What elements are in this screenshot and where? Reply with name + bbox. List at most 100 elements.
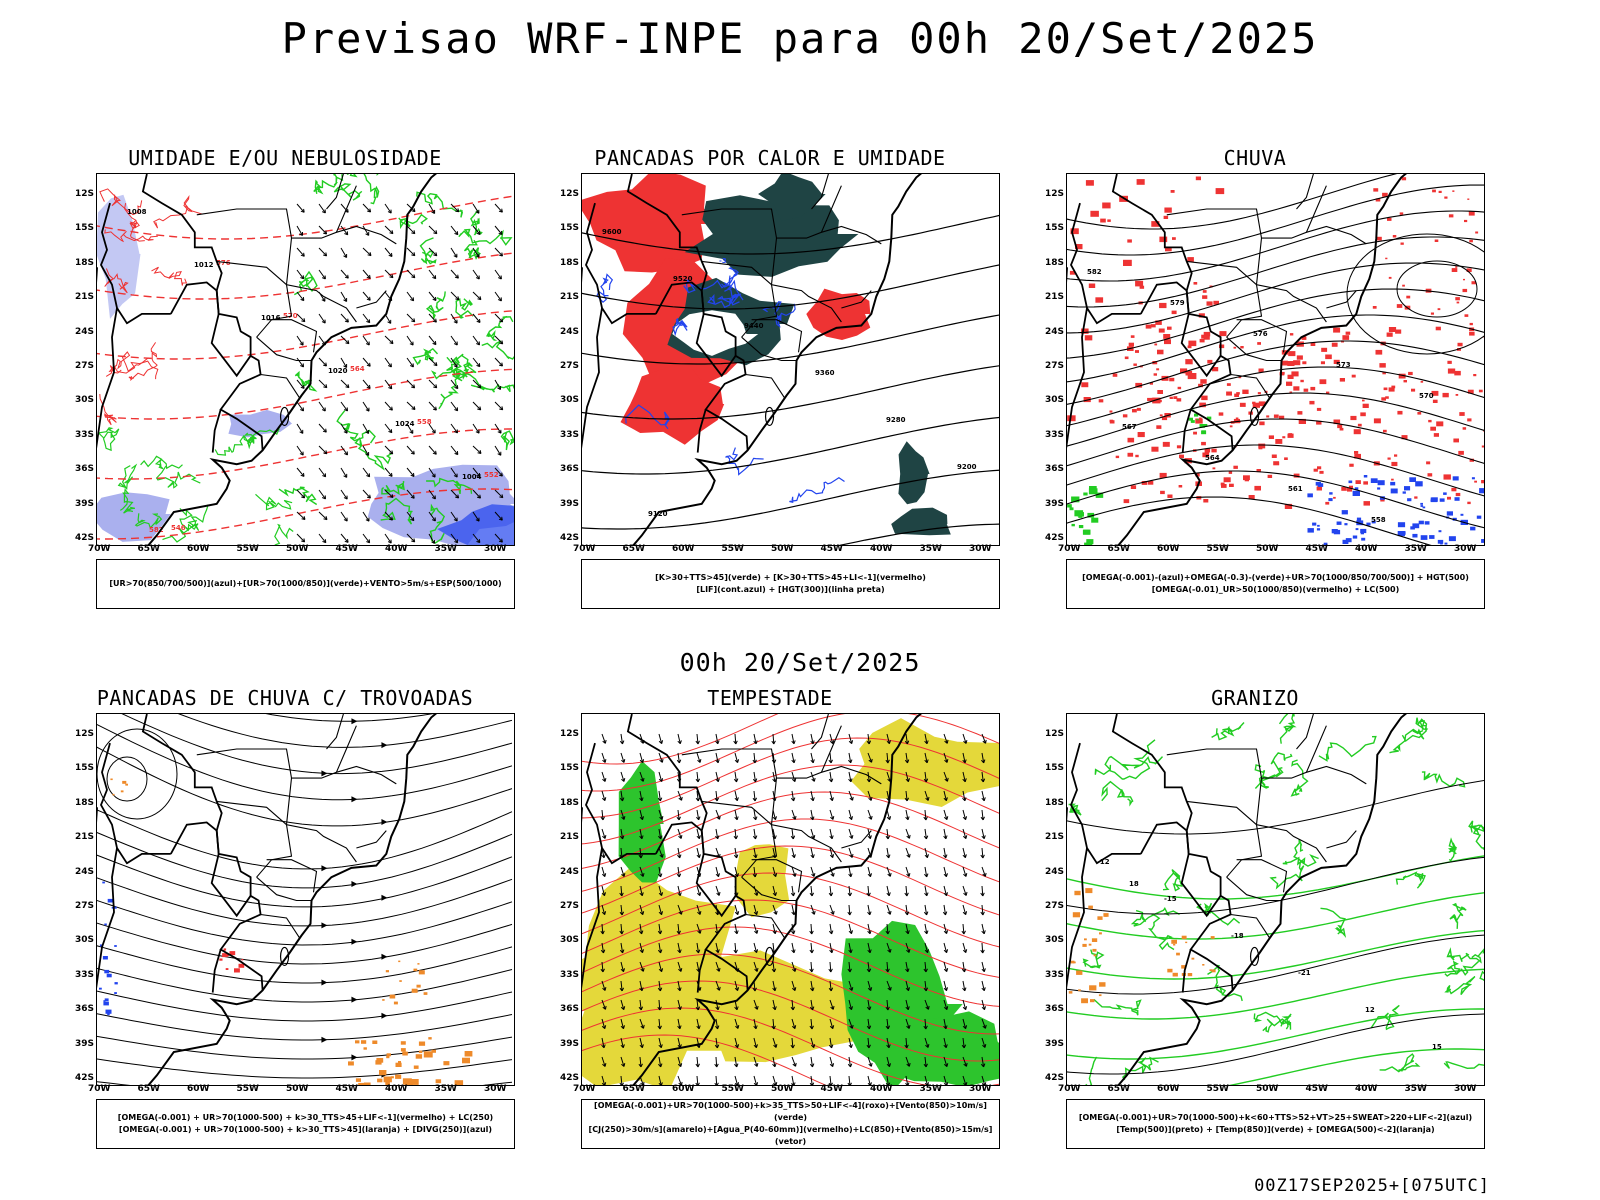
map-pancadas-calor: 9600 9520 9440 9360 9280 9200 9120 -3: [581, 173, 1000, 546]
lat-tick-label: 33S: [560, 429, 580, 440]
map-canvas: [582, 714, 999, 1085]
lat-tick-label: 36S: [1045, 464, 1065, 475]
lon-tick-label: 45W: [1305, 544, 1328, 554]
lat-tick-label: 30S: [75, 935, 95, 946]
lat-tick-label: 36S: [75, 1004, 95, 1015]
legend-line: [OMEGA(-0.001) + UR>70(1000-500) + k>30_…: [117, 1113, 494, 1122]
svg-text:552: 552: [484, 471, 499, 479]
lon-tick-label: 30W: [1454, 544, 1477, 554]
svg-text:1016: 1016: [261, 314, 281, 322]
legend-line: [Temp(500)](preto) + [Temp(850)](verde) …: [1116, 1125, 1435, 1134]
panel-title: GRANIZO: [1211, 686, 1299, 710]
lat-tick-label: 12S: [1045, 189, 1065, 199]
lat-tick-label: 39S: [560, 498, 580, 509]
lon-tick-label: 70W: [573, 544, 596, 554]
legend-box: [OMEGA(-0.001)+UR>70(1000-500)+k<60+TTS>…: [1066, 1099, 1485, 1149]
lon-tick-label: 30W: [484, 544, 507, 554]
lat-tick-label: 30S: [1045, 935, 1065, 946]
lon-tick-label: 55W: [1206, 544, 1229, 554]
lat-tick-label: 42S: [1045, 1073, 1065, 1083]
panel-tempestade: TEMPESTADE 12S 15S 18S 21S 24S 27S 30S 33S 36S 39S…: [540, 686, 1000, 1166]
svg-text:12: 12: [1365, 1006, 1375, 1014]
lat-tick-label: 42S: [1045, 533, 1065, 543]
lat-tick-label: 39S: [560, 1038, 580, 1049]
svg-text:9520: 9520: [673, 275, 693, 283]
lat-tick-label: 12S: [1045, 729, 1065, 739]
legend-box: [OMEGA(-0.001)-(azul)+OMEGA(-0.3)-(verde…: [1066, 559, 1485, 609]
panel-granizo: GRANIZO -12 -15 -18 -21 12 15 18 12S 15S 18S 21S 24S…: [1025, 686, 1485, 1166]
lat-tick-label: 21S: [75, 292, 95, 303]
svg-text:561: 561: [1288, 485, 1303, 493]
svg-text:1012: 1012: [194, 261, 214, 269]
svg-text:-18: -18: [1231, 932, 1244, 940]
lat-tick-label: 18S: [560, 257, 580, 268]
lon-tick-label: 35W: [919, 1084, 942, 1094]
lon-tick-label: 30W: [484, 1084, 507, 1094]
svg-text:558: 558: [417, 418, 432, 426]
panel-title: CHUVA: [1223, 146, 1287, 170]
lat-tick-label: 24S: [560, 326, 580, 337]
lat-tick-label: 12S: [560, 729, 580, 739]
lat-tick-label: 18S: [75, 797, 95, 808]
lon-tick-label: 35W: [919, 544, 942, 554]
map-canvas: 1008101210161020102410045825765705645585…: [97, 174, 514, 545]
svg-text:18: 18: [1129, 880, 1139, 888]
run-timestamp: 00Z17SEP2025+[075UTC]: [1254, 1176, 1490, 1196]
svg-text:576: 576: [1253, 330, 1268, 338]
panel-pancadas-calor: PANCADAS POR CALOR E UMIDADE 9600 9520 9440…: [540, 146, 1000, 626]
lat-tick-label: 27S: [75, 361, 95, 371]
lat-tick-label: 15S: [75, 223, 95, 234]
map-granizo: -12 -15 -18 -21 12 15 18: [1066, 713, 1485, 1086]
panel-title: UMIDADE E/OU NEBULOSIDADE: [128, 146, 442, 170]
lat-tick-label: 36S: [1045, 1004, 1065, 1015]
lat-tick-label: 18S: [1045, 797, 1065, 808]
lon-tick-label: 50W: [286, 544, 309, 554]
lat-tick-label: 33S: [75, 429, 95, 440]
lon-tick-label: 65W: [622, 1084, 645, 1094]
legend-line: [CJ(250)>30m/s](amarelo)+[Agua_P(40-60mm…: [588, 1125, 993, 1146]
svg-text:1008: 1008: [127, 208, 147, 216]
lat-tick-label: 18S: [560, 797, 580, 808]
lat-tick-label: 24S: [560, 866, 580, 877]
lon-tick-label: 35W: [1404, 1084, 1427, 1094]
svg-text:9280: 9280: [886, 416, 906, 424]
lon-tick-label: 70W: [88, 1084, 111, 1094]
svg-text:9200: 9200: [957, 463, 977, 471]
lat-tick-label: 42S: [75, 1073, 95, 1083]
lat-tick-label: 21S: [560, 292, 580, 303]
lat-tick-label: 30S: [75, 395, 95, 406]
legend-line: [OMEGA(-0.001)+UR>70(1000-500)+k>35_TTS>…: [594, 1101, 987, 1122]
map-canvas: [97, 714, 513, 1085]
lat-tick-label: 33S: [1045, 969, 1065, 980]
lat-tick-label: 21S: [560, 832, 580, 843]
lat-tick-label: 15S: [75, 763, 95, 774]
map-pancadas-trovoadas: [96, 713, 515, 1086]
lat-tick-label: 42S: [75, 533, 95, 543]
svg-text:1024: 1024: [395, 420, 415, 428]
lat-tick-label: 24S: [75, 866, 95, 877]
lat-tick-label: 24S: [1045, 326, 1065, 337]
legend-box: [UR>70(850/700/500)](azul)+[UR>70(1000/8…: [96, 559, 515, 609]
lon-tick-label: 60W: [187, 1084, 210, 1094]
legend-box: [OMEGA(-0.001)+UR>70(1000-500)+k>35_TTS>…: [581, 1099, 1000, 1149]
lat-tick-label: 39S: [1045, 498, 1065, 509]
legend-line: [OMEGA(-0.001)-(azul)+OMEGA(-0.3)-(verde…: [1082, 573, 1469, 582]
lat-tick-label: 39S: [75, 1038, 95, 1049]
svg-text:-21: -21: [1298, 969, 1311, 977]
lon-tick-label: 65W: [1107, 544, 1130, 554]
map-tempestade: [581, 713, 1000, 1086]
svg-text:570: 570: [1419, 392, 1434, 400]
lon-tick-label: 55W: [1206, 1084, 1229, 1094]
lat-tick-label: 30S: [560, 935, 580, 946]
lat-tick-label: 21S: [1045, 292, 1065, 303]
lon-tick-label: 55W: [236, 1084, 259, 1094]
forecast-time-label: 00h 20/Set/2025: [679, 648, 921, 677]
lon-tick-label: 35W: [1404, 544, 1427, 554]
lon-tick-label: 65W: [137, 544, 160, 554]
svg-text:9440: 9440: [744, 322, 764, 330]
lon-tick-label: 35W: [434, 1084, 457, 1094]
lat-tick-label: 30S: [1045, 395, 1065, 406]
svg-text:15: 15: [1432, 1043, 1442, 1051]
lon-tick-label: 40W: [385, 1084, 408, 1094]
